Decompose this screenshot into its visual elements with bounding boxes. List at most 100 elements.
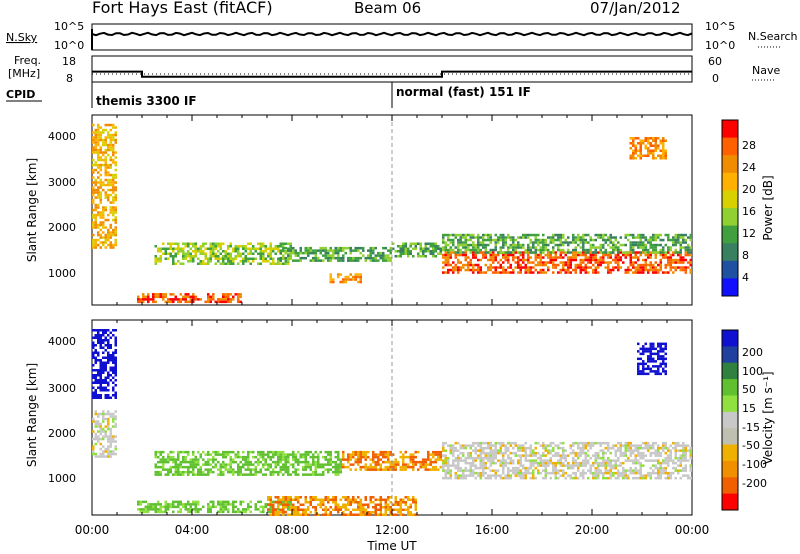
velocity-cell-2 — [194, 503, 197, 506]
velocity-cell-7 — [637, 350, 640, 353]
power-cell-0 — [107, 238, 110, 242]
velocity-cell-6 — [624, 444, 627, 447]
velocity-cell-4 — [292, 508, 295, 511]
power-cell-6 — [632, 261, 635, 264]
velocity-cell-3 — [337, 463, 340, 466]
velocity-cell-6 — [667, 471, 670, 475]
velocity-cell-6 — [617, 476, 620, 480]
power-cell-8 — [662, 137, 665, 140]
power-cell-1 — [212, 293, 215, 296]
velocity-cell-6 — [462, 451, 465, 455]
velocity-cell-6 — [497, 451, 500, 455]
velocity-cell-6 — [467, 454, 470, 457]
power-cell-6 — [689, 263, 692, 267]
velocity-cell-5 — [429, 453, 432, 456]
power-cell-7 — [612, 246, 615, 249]
velocity-cell-4 — [309, 498, 312, 501]
velocity-cell-0 — [107, 356, 110, 359]
power-cell-5 — [402, 242, 405, 245]
noise-right-tick-top: 10^5 — [705, 20, 735, 33]
power-cell-7 — [502, 241, 505, 244]
velocity-ylabel: Slant Range [km] — [25, 363, 39, 467]
velocity-cell-0 — [104, 366, 107, 369]
velocity-cell-6 — [589, 466, 592, 470]
velocity-cell-6 — [467, 461, 470, 465]
velocity-cell-5 — [439, 450, 442, 454]
velocity-cell-7 — [649, 355, 652, 358]
power-cell-7 — [654, 236, 657, 239]
power-cell-7 — [504, 241, 507, 244]
velocity-cell-1 — [99, 430, 102, 433]
power-cell-7 — [494, 233, 497, 237]
velocity-cell-7 — [647, 355, 650, 358]
velocity-cell-6 — [664, 476, 667, 480]
velocity-cell-6 — [579, 446, 582, 450]
power-cell-2 — [224, 255, 227, 258]
power-cell-5 — [399, 252, 402, 255]
power-cell-6 — [537, 271, 540, 274]
power-cell-1 — [137, 300, 140, 304]
power-cell-2 — [234, 245, 237, 248]
velocity-cell-6 — [657, 469, 660, 472]
power-cell-7 — [497, 238, 500, 242]
velocity-cell-3 — [249, 470, 252, 474]
velocity-cell-2 — [159, 503, 162, 506]
velocity-cell-4 — [369, 498, 372, 501]
velocity-cell-6 — [484, 464, 487, 467]
velocity-cell-7 — [637, 370, 640, 373]
cpid-strip: themis 3300 IF normal (fast) 151 IF — [91, 82, 531, 108]
power-cell-6 — [584, 268, 587, 272]
power-cell-8 — [657, 147, 660, 150]
power-cell-7 — [647, 241, 650, 244]
velocity-cell-4 — [334, 503, 337, 506]
power-cell-6 — [664, 253, 667, 257]
velocity-cell-3 — [164, 458, 167, 461]
velocity-cell-6 — [562, 474, 565, 477]
power-cell-7 — [524, 248, 527, 252]
velocity-cell-0 — [104, 356, 107, 359]
power-cell-7 — [524, 236, 527, 239]
velocity-cell-6 — [472, 461, 475, 465]
velocity-cell-6 — [517, 449, 520, 452]
power-cell-2 — [172, 257, 175, 260]
velocity-cell-3 — [162, 450, 165, 454]
velocity-cell-7 — [639, 370, 642, 373]
velocity-cell-0 — [104, 389, 107, 392]
power-cell-2 — [182, 257, 185, 260]
velocity-cell-2 — [149, 503, 152, 506]
velocity-cell-6 — [519, 449, 522, 452]
power-cell-0 — [99, 216, 102, 219]
velocity-cell-4 — [352, 508, 355, 511]
velocity-cell-3 — [207, 450, 210, 454]
velocity-cell-0 — [97, 331, 100, 334]
power-cell-6 — [582, 261, 585, 264]
velocity-cell-6 — [652, 451, 655, 455]
velocity-cell-3 — [302, 468, 305, 471]
velocity-cell-6 — [647, 449, 650, 452]
velocity-cell-0 — [94, 356, 97, 359]
velocity-cell-6 — [512, 441, 515, 445]
velocity-cell-3 — [174, 463, 177, 466]
velocity-cell-6 — [542, 454, 545, 457]
velocity-cell-5 — [379, 450, 382, 454]
power-cell-1 — [184, 300, 187, 304]
velocity-cell-6 — [449, 474, 452, 477]
velocity-cell-6 — [487, 459, 490, 462]
velocity-cell-0 — [114, 364, 117, 367]
velocity-cell-0 — [102, 341, 105, 344]
velocity-cell-2 — [239, 510, 242, 514]
velocity-cell-7 — [657, 352, 660, 356]
velocity-cell-6 — [669, 474, 672, 477]
power-cell-7 — [532, 246, 535, 249]
power-cell-0 — [104, 148, 107, 152]
power-cell-3 — [389, 251, 392, 255]
power-cell-7 — [459, 251, 462, 254]
velocity-cell-6 — [484, 476, 487, 480]
velocity-cell-6 — [544, 471, 547, 475]
power-cell-6 — [569, 266, 572, 269]
velocity-cell-1 — [112, 435, 115, 438]
velocity-cell-5 — [382, 455, 385, 459]
power-cell-7 — [579, 246, 582, 249]
power-cell-0 — [99, 228, 102, 232]
velocity-cell-3 — [314, 470, 317, 474]
